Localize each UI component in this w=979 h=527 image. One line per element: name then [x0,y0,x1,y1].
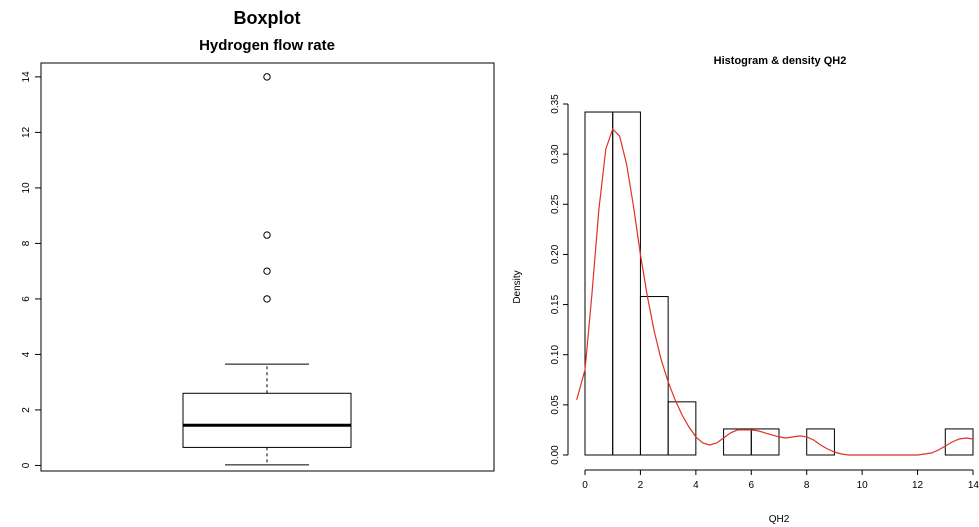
histogram-bar [667,401,697,456]
outlier-point [263,231,271,239]
histogram-x-tick-label: 4 [693,480,699,491]
boxplot-y-tick-label: 14 [21,71,32,83]
histogram-x-tick-label: 6 [749,480,755,491]
boxplot-body [182,73,352,466]
density-curve [576,127,974,456]
outlier-point [263,267,271,275]
histogram-x-tick-label: 2 [638,480,644,491]
histogram-bar [612,111,641,456]
iqr-box [182,392,352,448]
histogram-bars [584,111,974,456]
boxplot-y-tick-label: 4 [21,351,32,357]
histogram-y-label: Density [512,270,523,303]
histogram-y-tick-label: 0.30 [550,144,561,164]
histogram-bar [750,428,780,456]
histogram-y-tick-label: 0.15 [550,294,561,314]
histogram-y-axis: 0.00 0.05 0.10 0.15 0.20 0.25 0.30 0.35 [550,94,569,465]
boxplot-y-tick-label: 6 [21,296,32,302]
boxplot-y-tick-label: 12 [21,126,32,138]
outlier-point [263,295,271,303]
boxplot-y-axis: 0 2 4 6 8 10 12 14 [21,71,41,468]
boxplot-y-tick-label: 2 [21,407,32,413]
histogram-bar [944,428,974,456]
histogram-bar [806,428,835,456]
histogram-bar [723,428,752,456]
boxplot-y-tick-label: 0 [21,462,32,468]
histogram-x-tick-label: 0 [582,480,588,491]
histogram-y-tick-label: 0.35 [550,94,561,114]
boxplot-subtitle: Hydrogen flow rate [199,37,335,54]
histogram-x-tick-label: 12 [912,480,924,491]
boxplot-frame [40,62,495,472]
histogram-y-tick-label: 0.25 [550,194,561,214]
histogram-panel: Histogram & density QH2 0.00 0.05 0.10 0.15… [512,55,979,525]
histogram-title: Histogram & density QH2 [714,55,847,67]
histogram-x-tick-label: 10 [857,480,869,491]
histogram-y-tick-label: 0.20 [550,244,561,264]
histogram-bar [639,296,669,456]
boxplot-panel: Boxplot Hydrogen flow rate 0 2 4 6 8 10 12 14 [21,8,495,472]
histogram-bar [584,111,614,456]
histogram-y-tick-label: 0.10 [550,345,561,365]
histogram-y-tick-label: 0.00 [550,445,561,465]
boxplot-title: Boxplot [234,8,301,28]
histogram-y-tick-label: 0.05 [550,395,561,415]
histogram-x-tick-label: 14 [968,480,979,491]
outlier-point [263,73,271,81]
histogram-x-label: QH2 [769,514,790,525]
boxplot-y-tick-label: 10 [21,182,32,194]
histogram-x-tick-label: 8 [804,480,810,491]
histogram-x-axis: 0 2 4 6 8 10 12 14 [582,469,979,491]
boxplot-y-tick-label: 8 [21,240,32,246]
